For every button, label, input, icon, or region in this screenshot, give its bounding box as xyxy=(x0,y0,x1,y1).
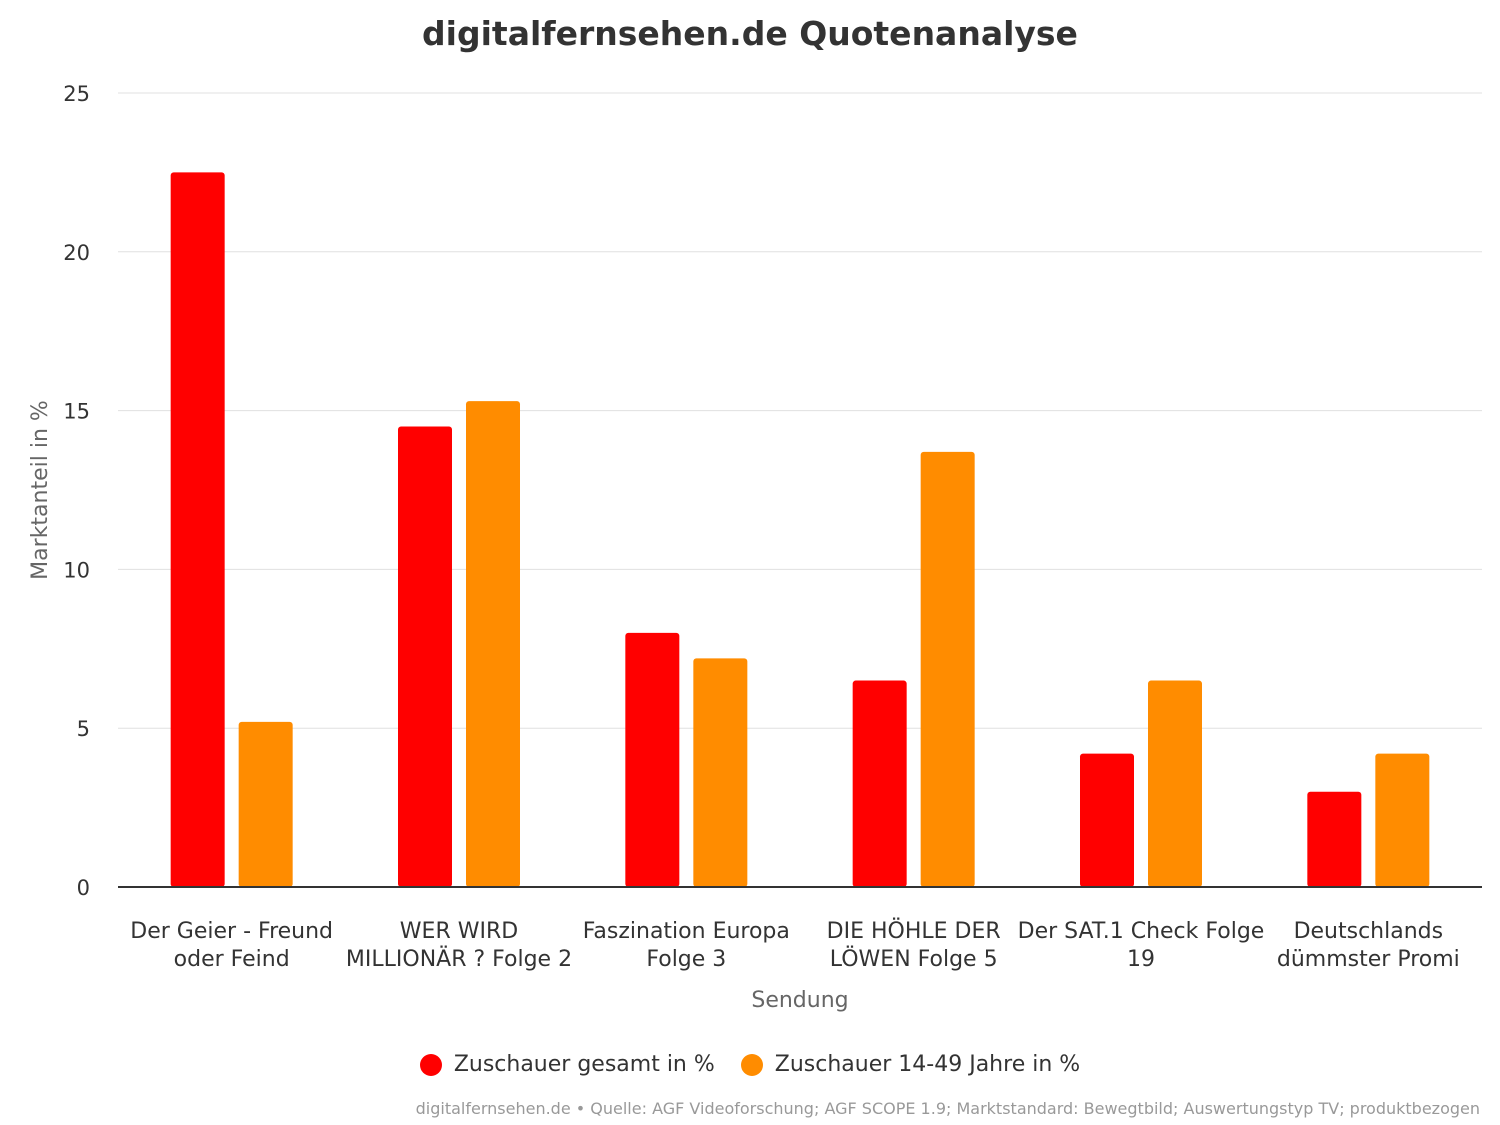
axes: 0 5 10 15 20 25 Der Geier - Freund oder Feind WE… xyxy=(63,82,1482,972)
bar-14-49-4[interactable] xyxy=(1148,680,1202,887)
legend-item-0[interactable]: Zuschauer gesamt in % xyxy=(419,1052,715,1077)
y-tick-label: 20 xyxy=(63,241,90,265)
gridlines xyxy=(118,92,1482,729)
y-axis-title: Marktanteil in % xyxy=(28,400,53,580)
x-tick-label: 19 xyxy=(1127,947,1155,972)
legend-marker xyxy=(740,1053,763,1076)
x-tick-label: MILLIONÄR ? Folge 2 xyxy=(346,946,572,972)
y-tick-label: 10 xyxy=(63,558,90,582)
bar-gesamt-0[interactable] xyxy=(170,172,225,887)
legend-label: Zuschauer 14-49 Jahre in % xyxy=(774,1052,1081,1077)
bar-14-49-3[interactable] xyxy=(920,451,975,887)
x-tick-label: Folge 3 xyxy=(646,947,726,972)
bar-gesamt-4[interactable] xyxy=(1080,753,1134,887)
bar-14-49-1[interactable] xyxy=(466,401,520,887)
legend-item-1[interactable]: Zuschauer 14-49 Jahre in % xyxy=(740,1052,1081,1077)
y-tick-label: 15 xyxy=(63,400,90,424)
bar-gesamt-3[interactable] xyxy=(852,680,907,887)
legend-marker xyxy=(419,1053,442,1076)
bar-gesamt-2[interactable] xyxy=(625,632,680,887)
x-tick-label: dümmster Promi xyxy=(1277,947,1460,972)
x-tick-label: Deutschlands xyxy=(1294,919,1444,944)
x-tick-label: LÖWEN Folge 5 xyxy=(830,946,998,972)
legend: Zuschauer gesamt in % Zuschauer 14-49 Jah… xyxy=(0,1052,1500,1077)
x-tick-label: Der Geier - Freund xyxy=(130,919,333,944)
bar-14-49-2[interactable] xyxy=(693,658,748,887)
x-tick-label: WER WIRD xyxy=(400,919,518,944)
bar-gesamt-1[interactable] xyxy=(398,426,452,887)
x-tick-label: Faszination Europa xyxy=(583,919,790,944)
x-tick-label: oder Feind xyxy=(174,947,290,972)
x-tick-label: Der SAT.1 Check Folge xyxy=(1018,919,1265,944)
chart-title: digitalfernsehen.de Quotenanalyse xyxy=(422,14,1078,53)
bar-gesamt-5[interactable] xyxy=(1307,791,1362,887)
y-tick-label: 25 xyxy=(63,82,90,106)
legend-label: Zuschauer gesamt in % xyxy=(453,1052,715,1077)
x-tick-label: DIE HÖHLE DER xyxy=(827,918,1001,944)
credits: digitalfernsehen.de • Quelle: AGF Videof… xyxy=(415,1099,1480,1118)
bars xyxy=(170,172,1430,887)
bar-14-49-5[interactable] xyxy=(1375,753,1430,887)
x-axis-title: Sendung xyxy=(751,988,848,1013)
bar-14-49-0[interactable] xyxy=(238,721,293,887)
y-tick-label: 0 xyxy=(77,876,90,900)
y-tick-label: 5 xyxy=(77,717,90,741)
